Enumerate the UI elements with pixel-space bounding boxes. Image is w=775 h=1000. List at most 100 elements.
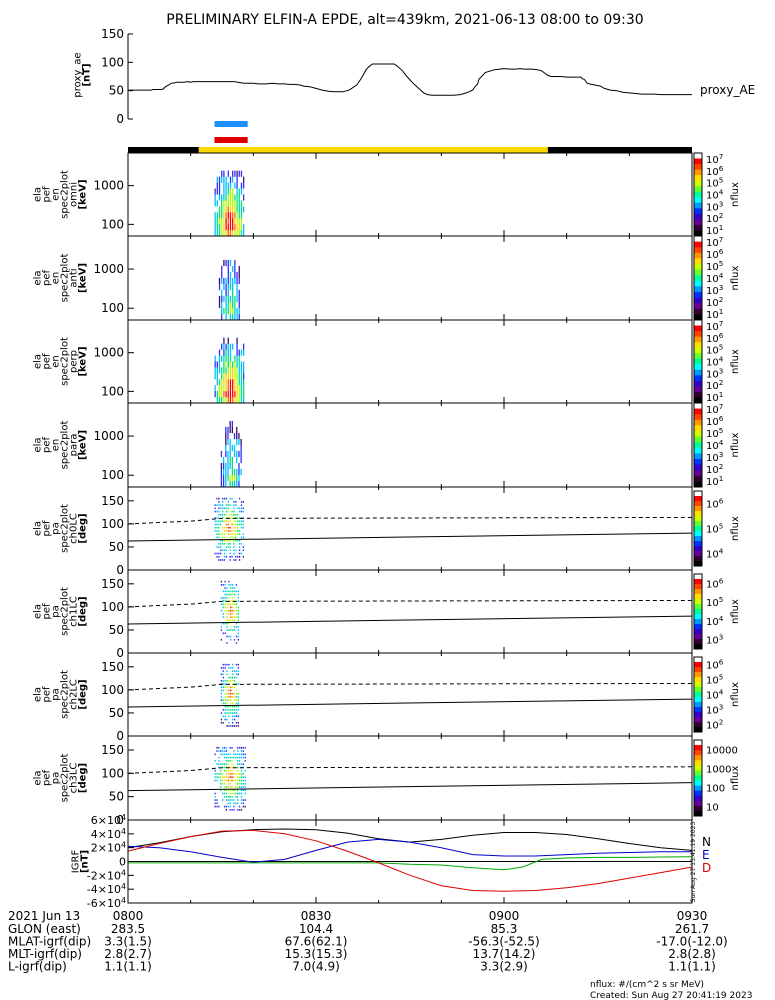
- pitch-angle-cell: [223, 786, 226, 788]
- pitch-angle-cell: [229, 552, 231, 555]
- colorbar-cell: [694, 589, 702, 591]
- y-axis-label-line: pa: [51, 522, 62, 534]
- spectrogram-cell: [232, 295, 234, 303]
- colorbar-cell: [694, 775, 702, 778]
- pitch-angle-cell: [233, 501, 235, 503]
- spectrogram-cell: [227, 385, 229, 392]
- colorbar-cell: [694, 254, 702, 257]
- pitch-angle-cell: [225, 769, 228, 772]
- pitch-angle-cell: [229, 776, 231, 778]
- colorbar-tick-label: 10000: [706, 746, 738, 757]
- pitch-angle-cell: [228, 679, 230, 682]
- colorbar-cell: [694, 783, 702, 785]
- spectrogram-cell: [238, 307, 240, 315]
- colorbar-cell: [694, 403, 702, 405]
- spectrogram-cell: [221, 271, 223, 279]
- colorbar-tick-label: 100: [706, 784, 725, 795]
- spectrogram-cell: [225, 367, 227, 374]
- pitch-angle-cell: [227, 799, 229, 801]
- loss-cone-line: [127, 698, 693, 708]
- pitch-angle-cell: [227, 760, 229, 762]
- colorbar-tick-label: 106: [706, 576, 724, 590]
- y-tick-label: 100: [101, 384, 124, 398]
- pitch-angle-cell: [224, 696, 226, 698]
- pitch-angle-cell: [235, 603, 238, 606]
- colorbar-cell: [694, 538, 702, 541]
- spectrogram-cell: [225, 474, 227, 482]
- spectrogram-cell: [229, 379, 232, 386]
- pitch-angle-cell: [220, 513, 222, 516]
- spectrogram-cell: [232, 373, 234, 380]
- colorbar-cell: [694, 615, 702, 617]
- colorbar-cell: [694, 390, 702, 393]
- y-axis-label-line: pa: [51, 772, 62, 784]
- pitch-angle-cell: [223, 497, 226, 500]
- spectrogram-cell: [240, 379, 243, 386]
- colorbar-cell: [694, 703, 702, 705]
- colorbar-cell: [694, 421, 702, 424]
- colorbar-cell: [694, 368, 702, 371]
- pitch-angle-cell: [216, 510, 218, 513]
- spectrogram-cell: [223, 379, 225, 386]
- spectrogram-cell: [221, 194, 223, 201]
- pitch-angle-cell: [225, 776, 228, 778]
- pitch-angle-cell: [224, 679, 226, 682]
- orbit-row-value: 2.8(2.8): [668, 947, 716, 961]
- y-axis-label-line: en: [51, 439, 62, 452]
- colorbar-cell: [694, 195, 702, 198]
- pitch-angle-cell: [224, 606, 226, 609]
- pitch-angle-cell: [232, 712, 234, 714]
- pitch-angle-cell: [233, 676, 236, 679]
- spectrogram-cell: [232, 313, 234, 321]
- pitch-angle-cell: [223, 543, 226, 545]
- colorbar-label: nflux: [730, 349, 741, 374]
- orbit-row-value: 15.3(15.3): [285, 947, 348, 961]
- pitch-angle-cell: [232, 613, 234, 615]
- pitch-angle-cell: [214, 792, 216, 795]
- pitch-angle-cell: [242, 782, 244, 785]
- pitch-angle-cell: [240, 789, 243, 792]
- colorbar-cell: [694, 680, 702, 683]
- spectrogram-cell: [225, 379, 227, 386]
- pitch-angle-cell: [224, 609, 226, 612]
- spectrogram-cell: [234, 224, 236, 231]
- colorbar-frame: [693, 573, 703, 650]
- y-axis-label-line: [deg]: [78, 679, 89, 709]
- colorbar-cell: [694, 387, 702, 390]
- pitch-angle-cell: [232, 670, 234, 672]
- pitch-angle-cell: [235, 616, 238, 618]
- spectrogram-cell: [220, 450, 223, 458]
- colorbar-cell: [694, 467, 702, 470]
- pitch-angle-cell: [242, 536, 244, 539]
- pitch-angle-cell: [226, 596, 228, 599]
- colorbar-cell: [694, 755, 702, 757]
- pitch-angle-cell: [214, 526, 216, 529]
- pitch-angle-cell: [222, 779, 224, 782]
- colorbar-cell: [694, 317, 702, 320]
- colorbar-cell: [694, 414, 702, 417]
- pitch-angle-cell: [228, 699, 230, 701]
- pitch-angle-cell: [222, 510, 224, 513]
- pitch-angle-cell: [224, 702, 226, 705]
- pitch-angle-cell: [216, 523, 218, 526]
- pitch-angle-cell: [232, 616, 234, 618]
- spectrogram-cell: [227, 283, 229, 291]
- colorbar-cell: [694, 259, 702, 262]
- pitch-angle-cell: [224, 600, 226, 602]
- colorbar-cell: [694, 745, 702, 747]
- colorbar-cell: [694, 326, 702, 329]
- colorbar-cell: [694, 660, 702, 663]
- pitch-angle-cell: [220, 782, 222, 785]
- spectrogram-cell: [223, 307, 225, 315]
- colorbar-label: nflux: [730, 765, 741, 790]
- colorbar-cell: [694, 547, 702, 549]
- pitch-angle-cell: [237, 638, 239, 641]
- colorbar-cell: [694, 332, 702, 335]
- pitch-angle-cell: [232, 696, 234, 698]
- spectrogram-cell: [240, 391, 243, 398]
- spectrogram-cell: [225, 229, 227, 237]
- y-tick-label: 2×104: [91, 841, 126, 855]
- spectrogram-cell: [232, 283, 234, 291]
